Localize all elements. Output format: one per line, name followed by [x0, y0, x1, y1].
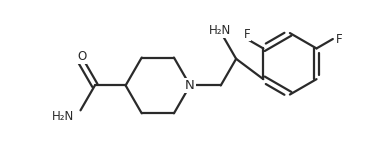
Text: O: O [77, 50, 86, 63]
Text: N: N [185, 79, 195, 92]
Text: H₂N: H₂N [52, 110, 74, 123]
Text: F: F [244, 27, 250, 41]
Text: F: F [335, 33, 342, 46]
Text: H₂N: H₂N [209, 24, 231, 37]
